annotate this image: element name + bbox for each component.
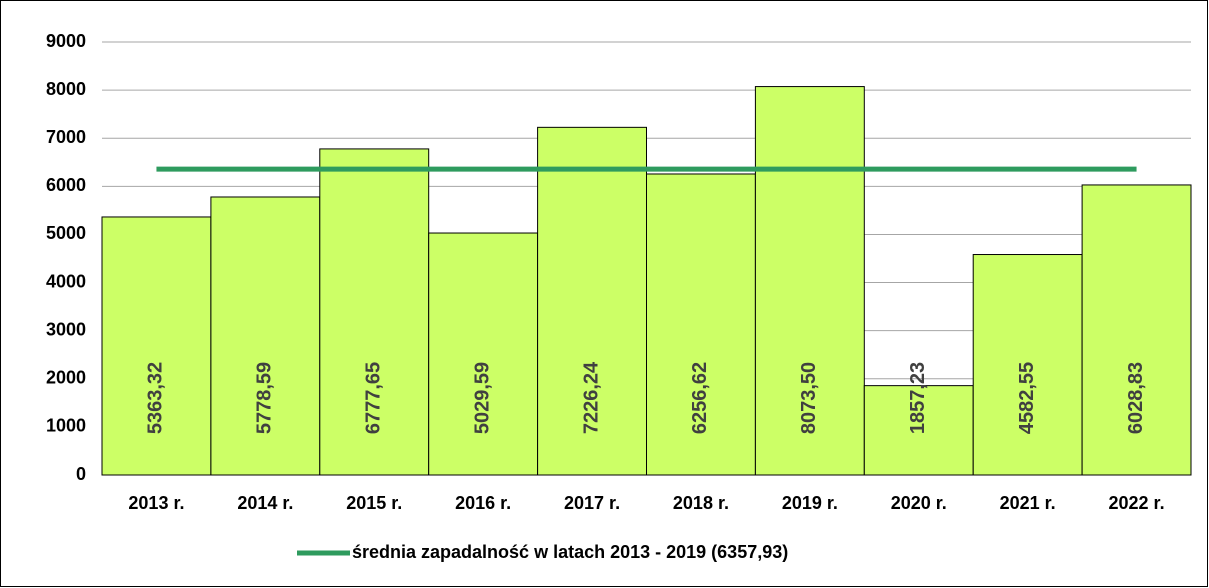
y-tick-label: 2000 <box>46 368 86 388</box>
bar <box>646 173 756 476</box>
value-label: 5778,59 <box>254 362 276 434</box>
bar <box>754 86 865 476</box>
y-tick-label: 6000 <box>46 175 86 195</box>
value-label: 6028,83 <box>1125 362 1147 434</box>
x-tick-label: 2019 r. <box>782 493 838 513</box>
bar <box>428 232 539 476</box>
x-tick-label: 2022 r. <box>1109 493 1165 513</box>
bar <box>210 196 321 476</box>
value-label: 6256,62 <box>689 362 711 434</box>
x-tick-label: 2016 r. <box>455 493 511 513</box>
bar <box>101 216 212 476</box>
y-tick-label: 1000 <box>46 416 86 436</box>
y-tick-label: 8000 <box>46 79 86 99</box>
bar <box>972 254 1083 476</box>
legend-label: średnia zapadalność w latach 2013 - 2019… <box>352 542 788 562</box>
value-label: 6777,65 <box>363 362 385 434</box>
x-tick-label: 2020 r. <box>891 493 947 513</box>
x-tick-label: 2015 r. <box>346 493 402 513</box>
y-tick-label: 4000 <box>46 271 86 291</box>
value-label: 8073,50 <box>798 362 820 434</box>
y-tick-label: 7000 <box>46 127 86 147</box>
value-label: 1857,23 <box>907 362 929 434</box>
bar <box>1081 184 1192 476</box>
x-tick-label: 2013 r. <box>128 493 184 513</box>
value-label: 4582,55 <box>1016 362 1038 434</box>
y-tick-label: 5000 <box>46 223 86 243</box>
value-label: 5029,59 <box>471 362 493 434</box>
bar <box>863 385 974 476</box>
y-tick-label: 0 <box>76 464 86 484</box>
y-tick-label: 9000 <box>46 31 86 51</box>
x-tick-label: 2021 r. <box>1000 493 1056 513</box>
bar <box>537 126 647 476</box>
value-label: 7226,24 <box>580 361 602 434</box>
y-tick-label: 3000 <box>46 319 86 339</box>
x-tick-label: 2014 r. <box>237 493 293 513</box>
x-tick-label: 2017 r. <box>564 493 620 513</box>
x-tick-label: 2018 r. <box>673 493 729 513</box>
value-label: 5363,32 <box>145 362 167 434</box>
